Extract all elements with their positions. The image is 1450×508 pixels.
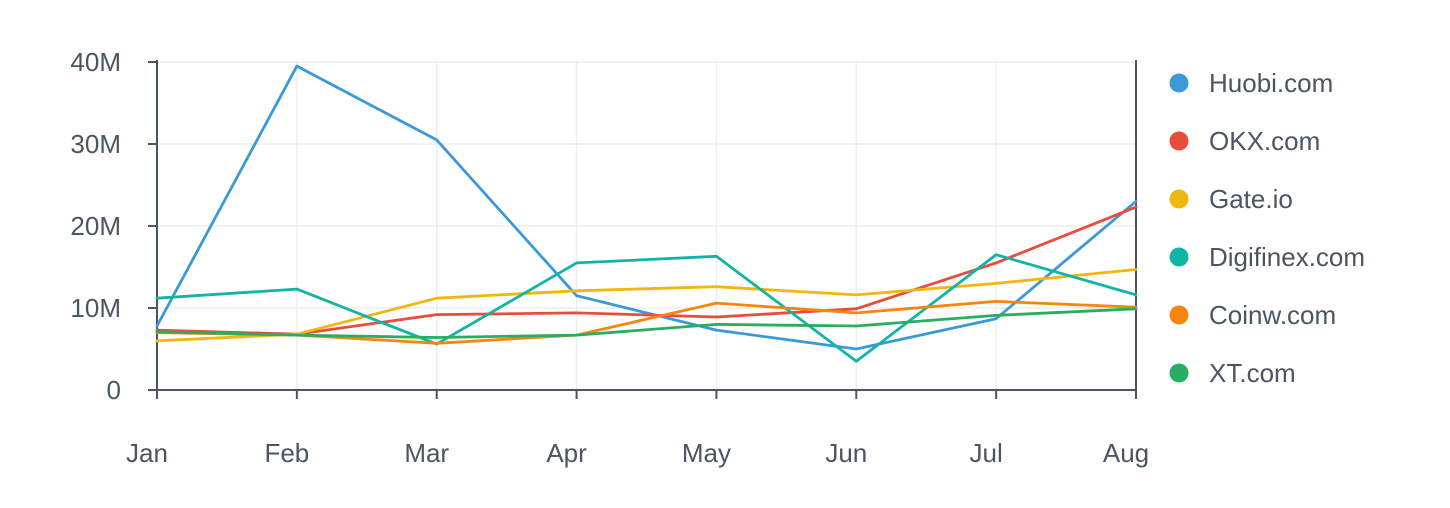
x-tick-label: Aug [1103, 438, 1149, 468]
legend-label: XT.com [1209, 358, 1296, 388]
series-line-huobi-com [155, 64, 1138, 351]
x-tick-label: May [682, 438, 731, 468]
legend-marker [1169, 305, 1189, 325]
legend-item-coinw-com[interactable]: Coinw.com [1169, 300, 1337, 330]
series-line-okx-com [155, 205, 1138, 336]
x-tick-label: Feb [264, 438, 309, 468]
legend-label: OKX.com [1209, 126, 1320, 156]
series-lines [155, 64, 1138, 363]
series-line-xt-com [155, 307, 1138, 339]
x-tick-label: Jan [126, 438, 168, 468]
x-tick-label: Jul [970, 438, 1003, 468]
legend-item-digifinex-com[interactable]: Digifinex.com [1169, 242, 1366, 272]
legend-label: Gate.io [1209, 184, 1293, 214]
x-tick-label: Apr [546, 438, 587, 468]
legend-marker [1169, 247, 1189, 267]
legend-marker [1169, 131, 1189, 151]
legend-item-okx-com[interactable]: OKX.com [1169, 126, 1321, 156]
legend: Huobi.com OKX.com Gate.io Digifinex.com Coin… [1169, 68, 1366, 388]
legend-marker [1169, 189, 1189, 209]
legend-marker [1169, 73, 1189, 93]
legend-marker [1169, 363, 1189, 383]
legend-label: Coinw.com [1209, 300, 1336, 330]
y-tick-label: 10M [70, 293, 121, 323]
legend-item-huobi-com[interactable]: Huobi.com [1169, 68, 1334, 98]
series-line-digifinex-com [155, 253, 1138, 363]
legend-label: Huobi.com [1209, 68, 1333, 98]
y-tick-label: 30M [70, 129, 121, 159]
y-tick-label: 0 [107, 375, 121, 405]
y-tick-label: 40M [70, 47, 121, 77]
x-tick-label: Mar [404, 438, 449, 468]
y-tick-label: 20M [70, 211, 121, 241]
x-tick-label: Jun [825, 438, 867, 468]
legend-item-xt-com[interactable]: XT.com [1169, 358, 1296, 388]
axes: 0 10M 20M 30M 40M Jan Feb Mar Apr May Jun Jul Aug [70, 47, 1149, 468]
grid [157, 61, 1136, 390]
series-line-gate-io [155, 268, 1138, 343]
legend-item-gate-io[interactable]: Gate.io [1169, 184, 1293, 214]
legend-label: Digifinex.com [1209, 242, 1365, 272]
